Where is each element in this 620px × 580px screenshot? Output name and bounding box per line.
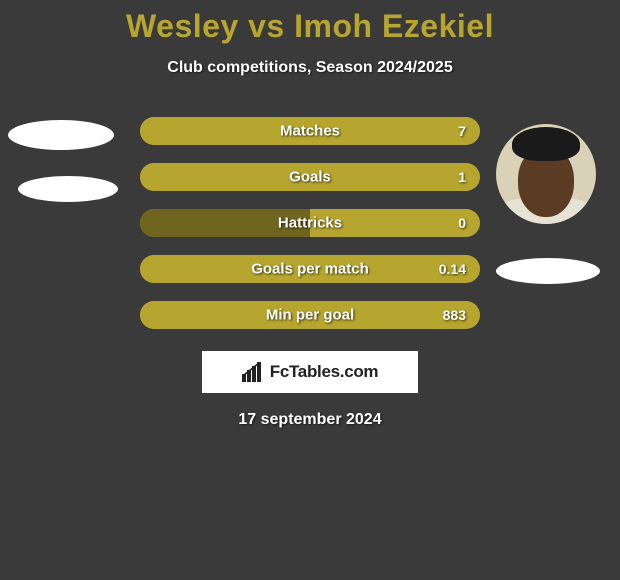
stat-value-right: 1 bbox=[458, 169, 466, 185]
stat-label: Goals per match bbox=[251, 261, 369, 278]
avatar-placeholder bbox=[8, 120, 114, 150]
stat-label: Hattricks bbox=[278, 215, 342, 232]
stat-value-right: 7 bbox=[458, 123, 466, 139]
avatar-placeholder bbox=[18, 176, 118, 202]
stat-label: Min per goal bbox=[266, 307, 354, 324]
stat-value-right: 0.14 bbox=[439, 261, 466, 277]
comparison-subtitle: Club competitions, Season 2024/2025 bbox=[0, 59, 620, 77]
bar-chart-icon bbox=[242, 362, 264, 382]
comparison-title: Wesley vs Imoh Ezekiel bbox=[0, 0, 620, 45]
logo-text: FcTables.com bbox=[270, 362, 379, 382]
snapshot-date: 17 september 2024 bbox=[0, 411, 620, 429]
stat-row: Min per goal 883 bbox=[140, 301, 480, 329]
avatar-placeholder bbox=[496, 258, 600, 284]
stat-label: Matches bbox=[280, 123, 340, 140]
stat-value-right: 0 bbox=[458, 215, 466, 231]
avatar bbox=[496, 124, 596, 224]
player-right-avatars bbox=[496, 124, 600, 284]
stat-label: Goals bbox=[289, 169, 331, 186]
stat-row: Goals per match 0.14 bbox=[140, 255, 480, 283]
stat-row: Matches 7 bbox=[140, 117, 480, 145]
stat-row: Hattricks 0 bbox=[140, 209, 480, 237]
stat-value-right: 883 bbox=[443, 307, 466, 323]
player-left-avatars bbox=[8, 120, 118, 228]
stat-row: Goals 1 bbox=[140, 163, 480, 191]
logo-box[interactable]: FcTables.com bbox=[202, 351, 418, 393]
